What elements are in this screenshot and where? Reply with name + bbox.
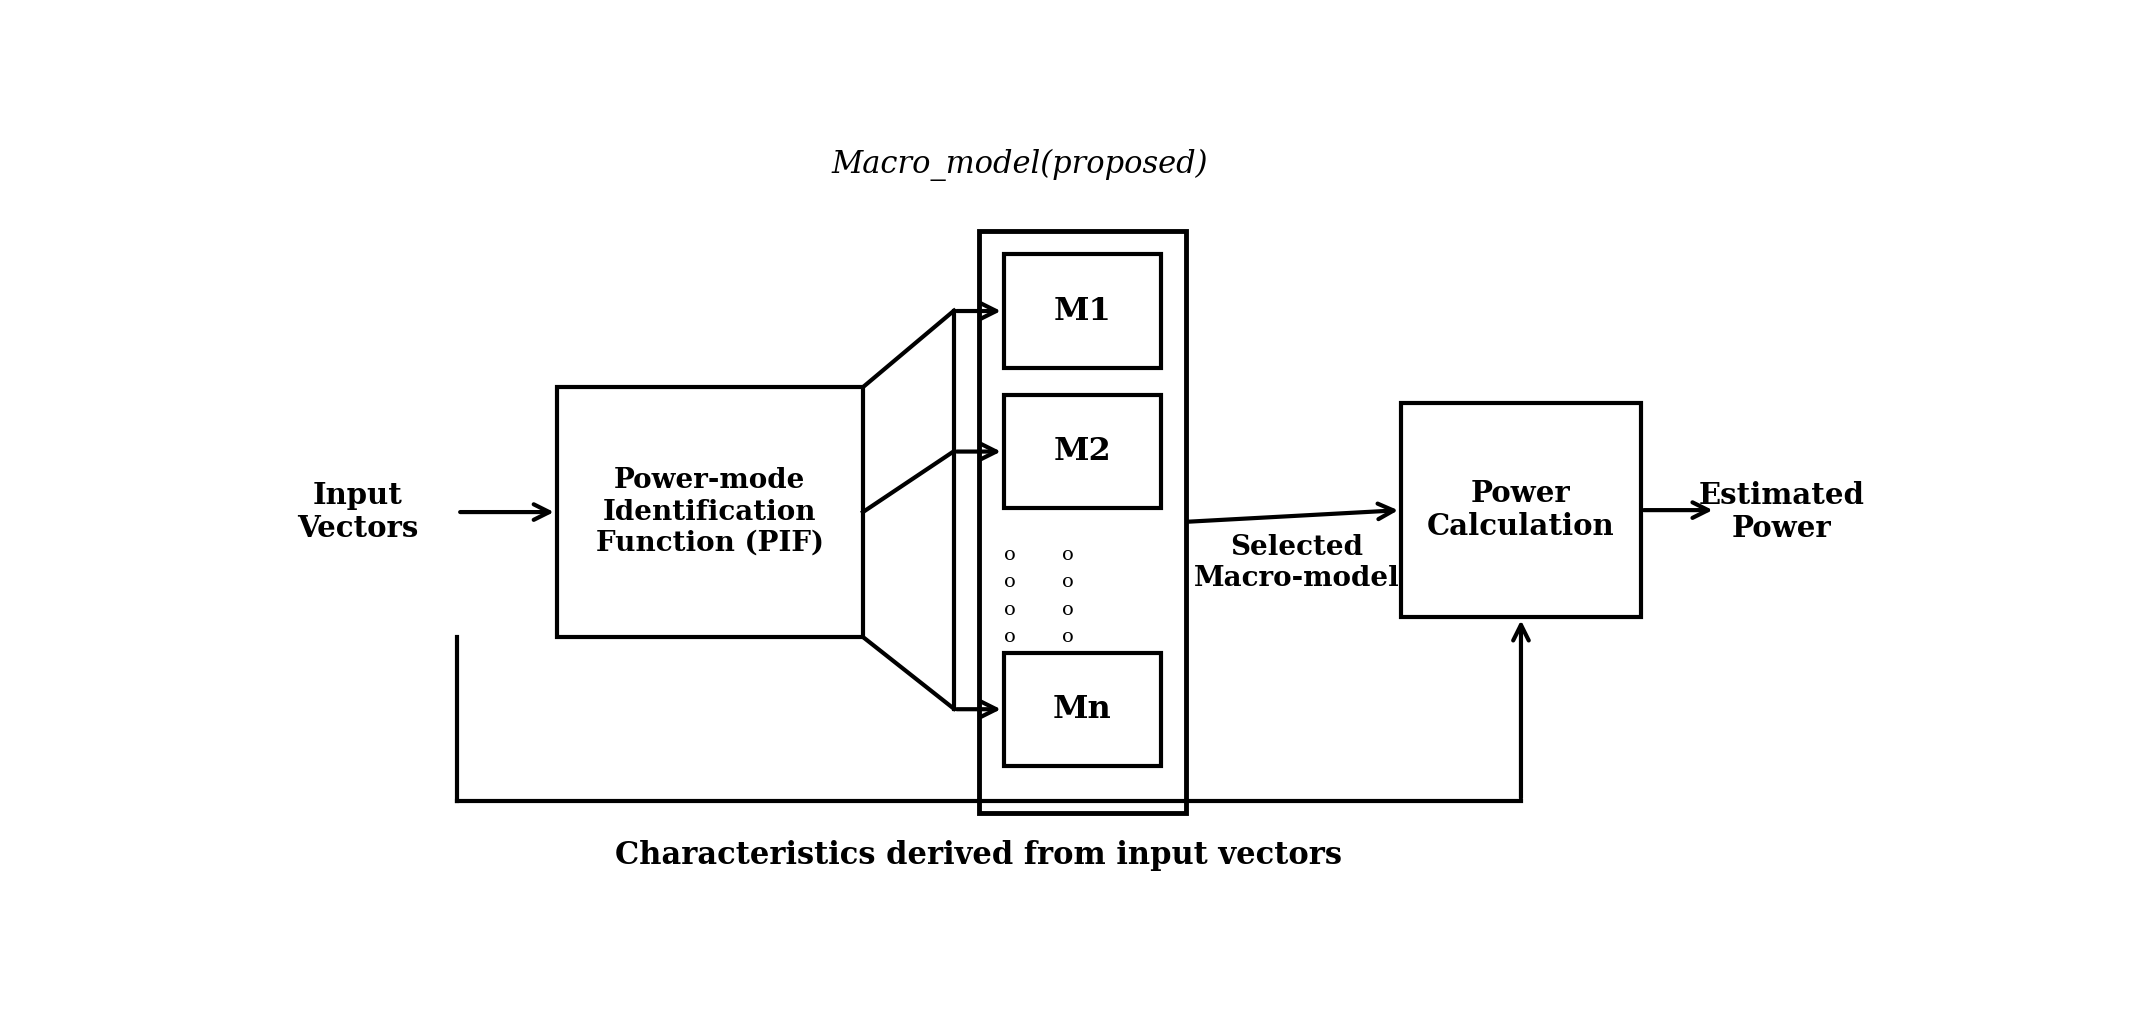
Text: Input
Vectors: Input Vectors <box>297 481 419 544</box>
Text: o: o <box>1004 600 1017 619</box>
Text: o: o <box>1062 600 1074 619</box>
Text: o: o <box>1004 546 1017 564</box>
Text: Power-mode
Identification
Function (PIF): Power-mode Identification Function (PIF) <box>596 467 824 557</box>
Text: o: o <box>1062 573 1074 591</box>
Text: M2: M2 <box>1053 436 1111 467</box>
Bar <box>1004 653 1162 766</box>
Text: Estimated
Power: Estimated Power <box>1698 481 1865 544</box>
Text: Mn: Mn <box>1053 694 1111 725</box>
Text: Power
Calculation: Power Calculation <box>1427 479 1615 541</box>
Text: Characteristics derived from input vectors: Characteristics derived from input vecto… <box>615 841 1341 871</box>
Bar <box>978 231 1185 812</box>
Bar <box>1004 394 1162 508</box>
Text: Selected
Macro-model: Selected Macro-model <box>1194 533 1399 592</box>
Text: o: o <box>1062 628 1074 646</box>
Text: o: o <box>1004 573 1017 591</box>
Text: o: o <box>1004 628 1017 646</box>
Text: o: o <box>1062 546 1074 564</box>
Bar <box>557 387 863 637</box>
Text: M1: M1 <box>1053 295 1111 327</box>
Bar <box>1401 403 1640 618</box>
Bar <box>1004 255 1162 368</box>
Text: Macro_model(proposed): Macro_model(proposed) <box>831 148 1209 180</box>
